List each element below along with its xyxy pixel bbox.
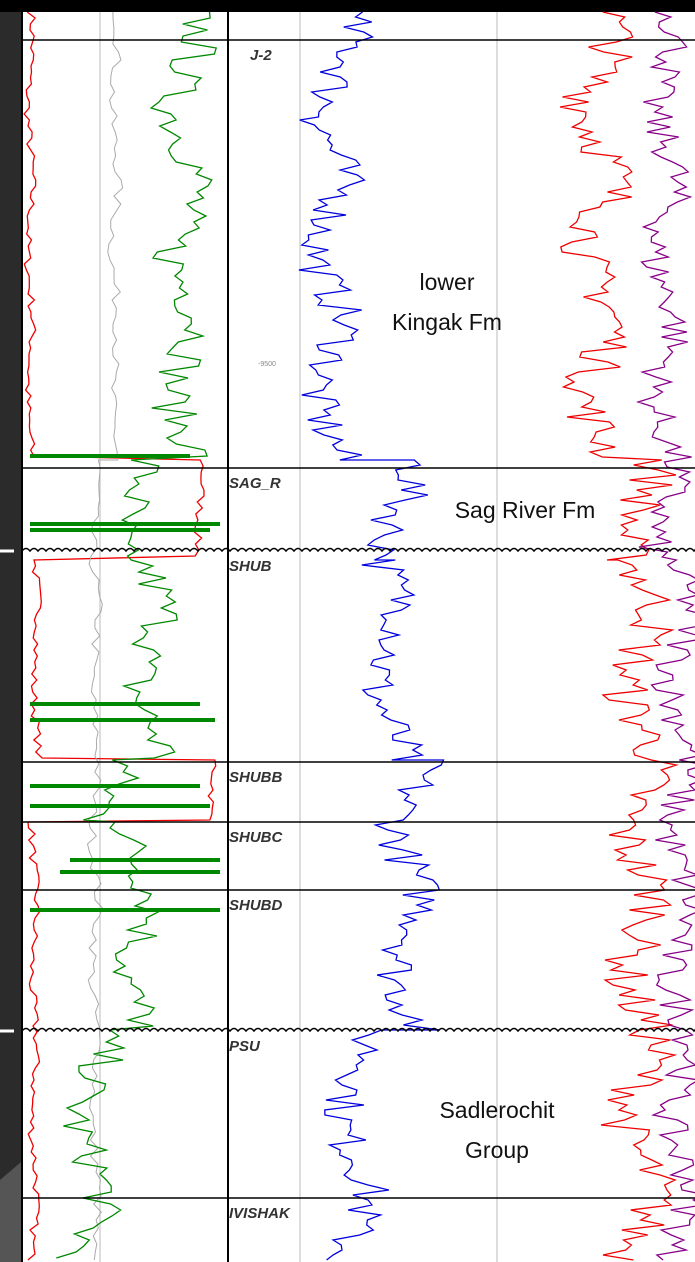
top-strip — [0, 0, 695, 12]
depth-label: -9500 — [258, 361, 276, 368]
top-label: IVISHAK — [229, 1205, 291, 1222]
top-label: SHUBD — [229, 897, 283, 914]
annotation: Kingak Fm — [392, 309, 502, 335]
annotation: Group — [465, 1137, 529, 1163]
annotations: lower Kingak Fm Sag River Fm Sadlerochit Gro… — [392, 269, 595, 1163]
top-label: SHUBB — [229, 769, 283, 786]
top-label: PSU — [229, 1038, 261, 1055]
log-curve — [559, 11, 679, 1261]
annotation: Sag River Fm — [455, 497, 596, 523]
annotation: lower — [420, 269, 475, 295]
log-curve — [23, 11, 217, 1261]
log-curves — [23, 11, 695, 1261]
log-curve — [86, 11, 124, 1261]
top-label: SHUBC — [229, 829, 284, 846]
top-label: SAG_R — [229, 475, 281, 492]
log-curve — [56, 11, 218, 1259]
log-curve — [635, 11, 695, 1261]
log-curve — [298, 11, 445, 1261]
annotation: Sadlerochit — [439, 1097, 555, 1123]
unconformity-line — [21, 547, 695, 553]
formation-tops: J-2 SAG_R SHUB SHUBB SHUBC SHUBD PSU IVISHAK — [21, 39, 695, 1222]
top-label: J-2 — [250, 47, 272, 64]
top-label: SHUB — [229, 558, 272, 575]
unconformity-line — [21, 1027, 695, 1033]
log-area — [22, 12, 695, 1262]
